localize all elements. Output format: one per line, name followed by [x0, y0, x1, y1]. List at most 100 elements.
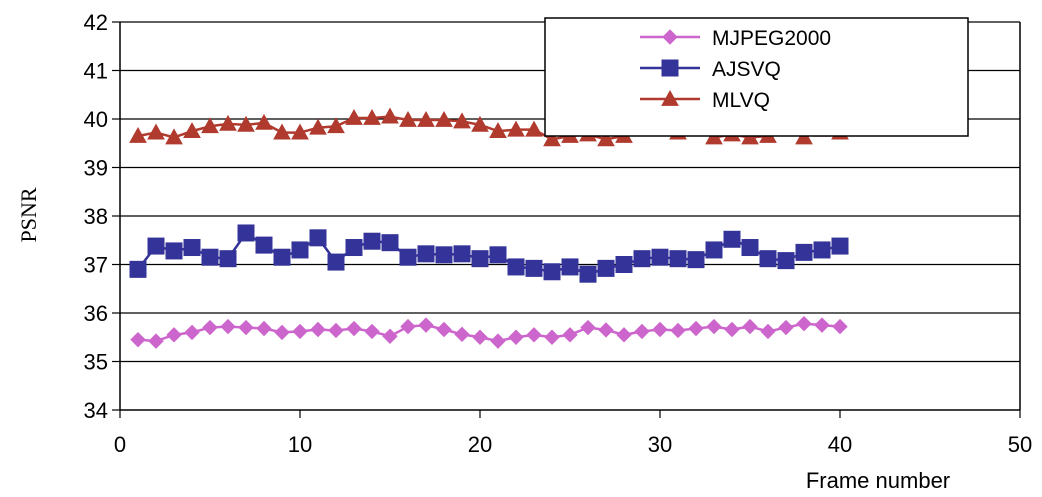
point-ajsvq-20	[471, 250, 489, 268]
point-ajsvq-26	[579, 265, 597, 283]
legend-label-mjpeg2000: MJPEG2000	[712, 27, 831, 50]
point-mlvq-9	[273, 123, 291, 140]
point-mlvq-11	[309, 118, 327, 135]
point-mjpeg2000-9	[274, 324, 290, 341]
point-mlvq-19	[453, 112, 471, 129]
point-mlvq-6	[219, 114, 237, 131]
series-line-ajsvq	[137, 231, 841, 276]
legend-label-ajsvq: AJSVQ	[712, 58, 781, 81]
x-tick-label-40: 40	[828, 432, 852, 457]
point-mjpeg2000-23	[526, 327, 542, 343]
point-mjpeg2000-39	[814, 317, 830, 333]
point-mjpeg2000-21	[490, 333, 506, 349]
point-mjpeg2000-10	[292, 323, 308, 340]
point-ajsvq-13	[345, 239, 363, 257]
point-ajsvq-35	[741, 239, 759, 257]
point-ajsvq-22	[507, 258, 525, 276]
point-ajsvq-6	[219, 250, 237, 268]
point-mjpeg2000-7	[238, 319, 254, 336]
series-layer	[129, 107, 849, 349]
point-mlvq-4	[183, 122, 201, 139]
point-ajsvq-11	[309, 229, 327, 247]
point-ajsvq-7	[237, 224, 255, 242]
legend: MJPEG2000 AJSVQ MLVQ	[544, 17, 969, 137]
point-mlvq-20	[471, 115, 489, 132]
y-tick-label-36: 36	[84, 301, 108, 326]
legend-marker-mlvq	[661, 89, 679, 106]
point-mlvq-17	[417, 110, 435, 127]
legend-marker-mjpeg2000	[662, 29, 678, 45]
legend-marker-ajsvq	[661, 59, 679, 77]
point-mjpeg2000-25	[562, 327, 578, 343]
point-mjpeg2000-31	[670, 322, 686, 339]
point-mjpeg2000-38	[796, 315, 812, 332]
x-tick-label-0: 0	[114, 432, 126, 457]
point-mjpeg2000-8	[256, 320, 272, 337]
point-mjpeg2000-35	[742, 318, 758, 335]
point-mjpeg2000-3	[166, 327, 182, 343]
point-ajsvq-21	[489, 246, 507, 264]
y-tick-label-37: 37	[84, 253, 108, 278]
point-mlvq-2	[147, 123, 165, 140]
point-ajsvq-31	[669, 250, 687, 268]
point-mjpeg2000-29	[634, 323, 650, 340]
point-mlvq-18	[435, 110, 453, 127]
point-mjpeg2000-16	[400, 318, 416, 335]
point-mlvq-24	[543, 130, 561, 147]
point-ajsvq-32	[687, 251, 705, 269]
y-tick-label-42: 42	[84, 10, 108, 35]
y-tick-label-34: 34	[84, 398, 108, 423]
point-mlvq-15	[381, 107, 399, 124]
point-mlvq-16	[399, 110, 417, 127]
point-ajsvq-19	[453, 245, 471, 263]
point-mlvq-7	[237, 115, 255, 132]
x-tick-label-50: 50	[1008, 432, 1032, 457]
point-mjpeg2000-36	[760, 323, 776, 340]
x-tick-label-10: 10	[288, 432, 312, 457]
point-mjpeg2000-26	[580, 319, 596, 336]
point-mjpeg2000-18	[436, 321, 452, 338]
point-mlvq-10	[291, 123, 309, 140]
point-ajsvq-18	[435, 246, 453, 264]
point-ajsvq-12	[327, 253, 345, 271]
x-tick-label-30: 30	[648, 432, 672, 457]
series-ajsvq	[129, 224, 849, 283]
legend-label-mlvq: MLVQ	[712, 89, 770, 112]
y-tick-label-35: 35	[84, 350, 108, 375]
point-mjpeg2000-20	[472, 329, 488, 345]
point-ajsvq-1	[129, 260, 147, 278]
point-mlvq-27	[597, 130, 615, 147]
point-ajsvq-24	[543, 263, 561, 281]
y-tick-label-38: 38	[84, 204, 108, 229]
point-ajsvq-4	[183, 239, 201, 257]
point-ajsvq-5	[201, 248, 219, 266]
point-ajsvq-25	[561, 258, 579, 276]
point-ajsvq-28	[615, 256, 633, 273]
point-mjpeg2000-12	[328, 322, 344, 339]
point-ajsvq-2	[147, 237, 165, 255]
x-axis-title: Frame number	[806, 468, 950, 493]
point-ajsvq-33	[705, 241, 723, 259]
point-mlvq-13	[345, 109, 363, 125]
point-mjpeg2000-37	[778, 319, 794, 336]
point-mjpeg2000-28	[616, 327, 632, 343]
point-mjpeg2000-14	[364, 323, 380, 340]
y-tick-label-40: 40	[84, 107, 108, 132]
point-ajsvq-9	[273, 248, 291, 266]
series-mjpeg2000	[130, 315, 848, 349]
point-mjpeg2000-13	[346, 320, 362, 337]
point-mjpeg2000-33	[706, 318, 722, 335]
point-ajsvq-30	[651, 248, 669, 266]
point-mlvq-8	[255, 113, 273, 130]
point-ajsvq-8	[255, 236, 273, 254]
y-tick-label-41: 41	[84, 59, 108, 84]
point-mjpeg2000-15	[382, 328, 398, 344]
point-mjpeg2000-32	[688, 320, 704, 337]
point-ajsvq-15	[381, 234, 399, 252]
point-ajsvq-34	[723, 230, 741, 248]
point-ajsvq-37	[777, 252, 795, 270]
point-ajsvq-14	[363, 232, 381, 250]
point-ajsvq-3	[165, 242, 183, 260]
point-mlvq-1	[129, 126, 147, 143]
